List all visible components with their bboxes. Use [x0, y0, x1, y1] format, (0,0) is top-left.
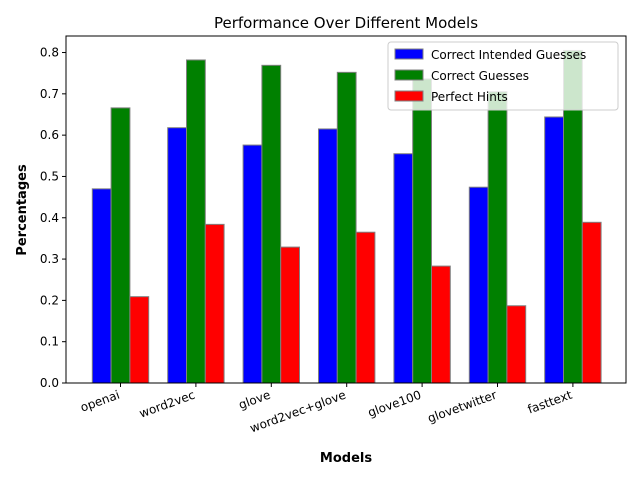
- y-tick-label: 0.3: [40, 252, 59, 266]
- y-tick-label: 0.5: [40, 169, 59, 183]
- legend-box: [387, 41, 619, 111]
- bar-perfect-hints-fasttext: [581, 221, 602, 384]
- legend: Correct Intended Guesses Correct Guesses P…: [387, 41, 619, 111]
- bar-correct-intended-guesses-word2vec-glove: [318, 128, 338, 384]
- legend-swatch: [394, 69, 424, 81]
- bar-correct-intended-guesses-glovetwitter: [468, 186, 489, 384]
- y-tick-label: 0.8: [40, 46, 59, 60]
- bar-correct-guesses-glove: [261, 64, 282, 384]
- y-tick-label: 0.4: [40, 211, 59, 225]
- bar-perfect-hints-glove100: [431, 265, 451, 384]
- plot-frame: [65, 35, 627, 384]
- y-axis: 0.0 0.1 0.2 0.3 0.4 0.5 0.6 0.7 0.8: [40, 46, 66, 390]
- legend-label: Perfect Hints: [431, 90, 508, 104]
- x-tick-label: fasttext: [526, 388, 574, 417]
- bar-perfect-hints-word2vec: [204, 223, 225, 384]
- bar-correct-guesses-glovetwitter: [487, 91, 508, 384]
- x-tick-label: word2vec: [137, 388, 196, 421]
- chart-title: Performance Over Different Models: [214, 14, 478, 32]
- x-axis-label: Models: [320, 451, 372, 466]
- legend-label: Correct Intended Guesses: [431, 48, 586, 62]
- x-tick-label: glovetwitter: [426, 388, 499, 426]
- y-tick-label: 0.2: [40, 293, 59, 307]
- legend-swatch: [394, 48, 424, 60]
- bar-perfect-hints-glovetwitter: [506, 305, 527, 384]
- legend-swatch: [394, 90, 424, 102]
- y-tick-label: 0.0: [40, 376, 59, 390]
- y-tick-label: 0.6: [40, 128, 59, 142]
- bar-correct-intended-guesses-word2vec: [167, 127, 187, 384]
- bar-correct-guesses-openai: [110, 107, 131, 384]
- bar-correct-intended-guesses-glove: [242, 144, 263, 384]
- y-tick-label: 0.7: [40, 87, 59, 101]
- bar-correct-intended-guesses-glove100: [393, 153, 414, 384]
- bar-perfect-hints-word2vec-glove: [355, 231, 376, 384]
- bar-correct-guesses-word2vec-glove: [336, 71, 357, 384]
- legend-label: Correct Guesses: [431, 69, 529, 83]
- plot-area: [91, 49, 602, 384]
- bar-correct-intended-guesses-openai: [91, 188, 112, 384]
- x-tick-label: openai: [79, 388, 122, 415]
- bar-correct-intended-guesses-fasttext: [544, 116, 565, 384]
- bar-correct-guesses-word2vec: [186, 59, 206, 384]
- bar-perfect-hints-glove: [280, 246, 301, 384]
- y-axis-label: Percentages: [15, 164, 30, 256]
- y-tick-label: 0.1: [40, 335, 59, 349]
- bar-correct-guesses-glove100: [412, 78, 433, 384]
- x-tick-label: glove100: [366, 388, 423, 420]
- bar-perfect-hints-openai: [129, 296, 150, 384]
- x-tick-label: glove: [237, 388, 273, 412]
